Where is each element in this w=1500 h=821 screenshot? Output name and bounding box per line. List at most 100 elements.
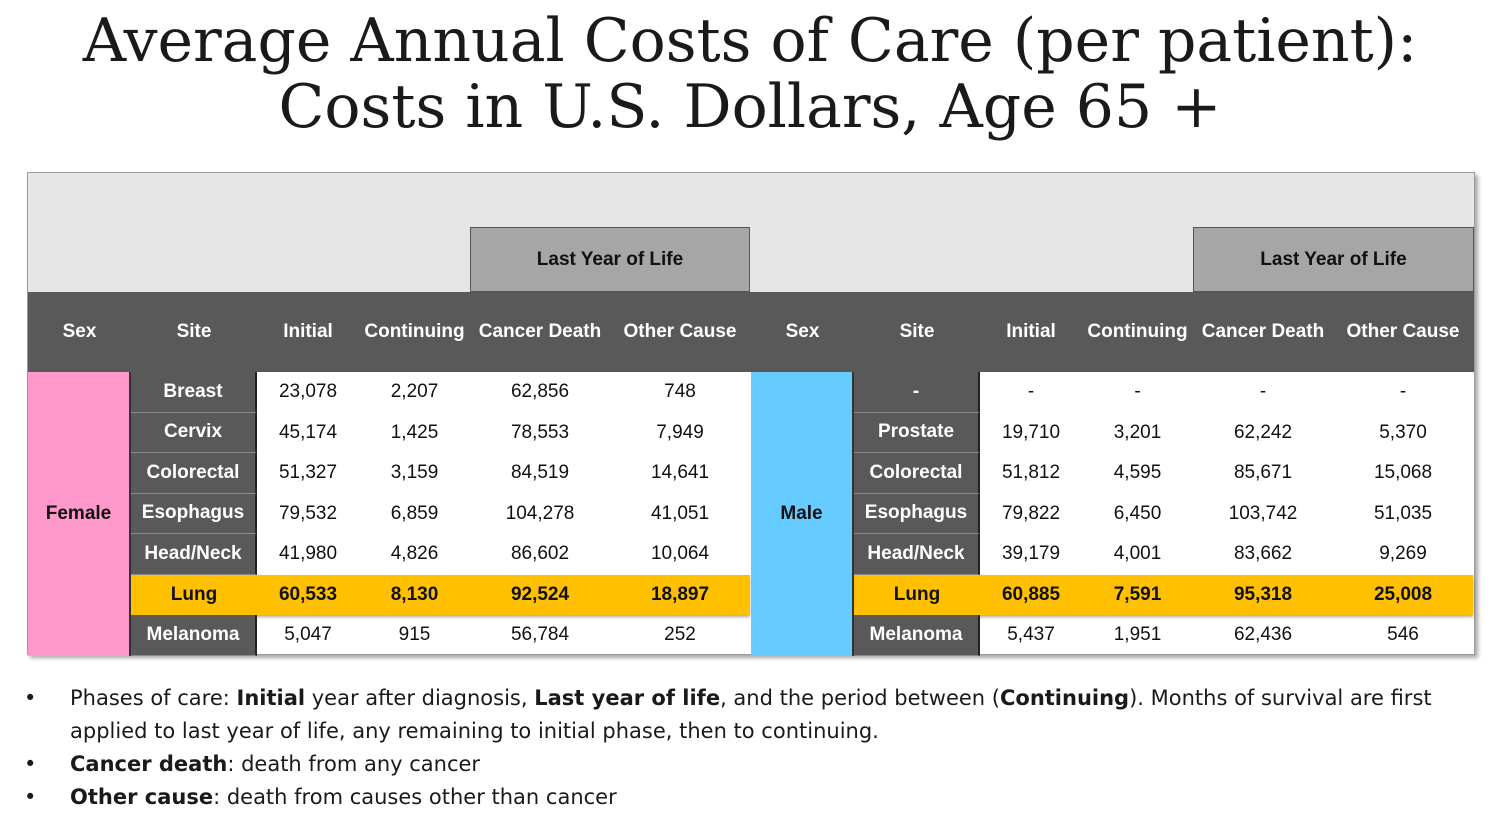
- male-initial-value: 60,885: [1001, 583, 1061, 605]
- female-column-header-continuing: Continuing: [364, 321, 465, 342]
- male-site-cell: Esophagus: [854, 493, 980, 534]
- female-other-cause-value: 14,641: [650, 462, 710, 484]
- female-continuing-value: 3,159: [390, 462, 439, 484]
- female-site-cell: Cervix: [131, 412, 257, 453]
- male-initial-value: 39,179: [1001, 543, 1061, 565]
- column-header-row: Sex Site Initial Continuing Cancer Death Othe…: [28, 292, 1474, 372]
- male-site-cell: Colorectal: [854, 453, 980, 494]
- female-site-cell: Breast: [131, 372, 257, 413]
- female-other-cause-value: 748: [664, 381, 696, 403]
- title-line-2: Costs in U.S. Dollars, Age 65 +: [278, 72, 1222, 142]
- male-cancer-death-value: 62,436: [1233, 624, 1293, 646]
- note-1-initial: Initial: [236, 686, 306, 710]
- male-other-cause-value: 51,035: [1373, 502, 1433, 524]
- male-continuing-value: 3,201: [1113, 421, 1162, 443]
- note-3-term: Other cause: [70, 785, 214, 809]
- note-cancer-death: • Cancer death: death from any cancer: [24, 748, 1474, 781]
- female-other-cause-value: 10,064: [650, 543, 710, 565]
- male-column-header-sex: Sex: [785, 321, 820, 342]
- bullet-3: •: [24, 785, 37, 809]
- male-cancer-death-value: 85,671: [1233, 462, 1293, 484]
- male-cancer-death-value: 95,318: [1233, 583, 1293, 605]
- female-continuing-value: 2,207: [390, 381, 439, 403]
- note-2-definition: : death from any cancer: [227, 752, 481, 776]
- female-site-cell: Head/Neck: [131, 534, 257, 575]
- note-1-text-c: year after diagnosis,: [305, 686, 535, 710]
- female-site-cell: Esophagus: [131, 493, 257, 534]
- male-column-header-initial: Initial: [1006, 321, 1056, 342]
- note-other-cause: • Other cause: death from causes other t…: [24, 781, 1474, 814]
- female-initial-value: 79,532: [278, 502, 338, 524]
- female-continuing-value: 6,859: [390, 502, 439, 524]
- note-1-last-year: Last year of life: [534, 686, 721, 710]
- female-sex-cell: Female: [28, 372, 131, 656]
- female-cancer-death-value: 78,553: [510, 421, 570, 443]
- male-site-cell: -: [854, 372, 980, 413]
- male-site-cell: Head/Neck: [854, 534, 980, 575]
- male-site-cell: Melanoma: [854, 615, 980, 656]
- male-continuing-value: 4,595: [1113, 462, 1162, 484]
- male-cancer-death-value: -: [1259, 381, 1267, 403]
- female-site-cell: Lung: [131, 574, 257, 615]
- female-initial-value: 45,174: [278, 421, 338, 443]
- bullet-2: •: [24, 752, 37, 776]
- note-1-text-a: Phases of care:: [70, 686, 237, 710]
- male-other-cause-value: 546: [1387, 624, 1419, 646]
- female-cancer-death-value: 92,524: [510, 583, 570, 605]
- female-cancer-death-value: 104,278: [505, 502, 575, 524]
- male-site-cell: Lung: [854, 574, 980, 615]
- male-cancer-death-value: 103,742: [1228, 502, 1298, 524]
- female-site-cell: Colorectal: [131, 453, 257, 494]
- male-site-cell: Prostate: [854, 412, 980, 453]
- female-column-header-other-cause: Other Cause: [623, 321, 737, 342]
- male-last-year-of-life-header: Last Year of Life: [1193, 227, 1474, 292]
- male-other-cause-value: 15,068: [1373, 462, 1433, 484]
- female-initial-value: 41,980: [278, 543, 338, 565]
- note-2-term: Cancer death: [70, 752, 228, 776]
- male-continuing-value: 1,951: [1113, 624, 1162, 646]
- cost-table: Last Year of Life Last Year of Life Sex S…: [27, 172, 1475, 656]
- female-initial-value: 23,078: [278, 381, 338, 403]
- female-cancer-death-value: 84,519: [510, 462, 570, 484]
- female-continuing-value: 4,826: [390, 543, 439, 565]
- male-continuing-value: 4,001: [1113, 543, 1162, 565]
- page-title: Average Annual Costs of Care (per patien…: [0, 8, 1500, 140]
- title-line-1: Average Annual Costs of Care (per patien…: [82, 6, 1418, 76]
- male-sex-cell: Male: [751, 372, 854, 656]
- female-column-header-initial: Initial: [283, 321, 333, 342]
- female-site-cell: Melanoma: [131, 615, 257, 656]
- female-other-cause-value: 41,051: [650, 502, 710, 524]
- male-column-header-cancer-death: Cancer Death: [1201, 321, 1325, 342]
- female-last-year-of-life-header: Last Year of Life: [470, 227, 750, 292]
- male-other-cause-value: -: [1399, 381, 1407, 403]
- female-continuing-value: 915: [398, 624, 431, 646]
- male-other-cause-value: 25,008: [1373, 583, 1433, 605]
- male-initial-value: -: [1027, 381, 1035, 403]
- male-initial-value: 19,710: [1001, 421, 1061, 443]
- male-column-header-continuing: Continuing: [1087, 321, 1188, 342]
- female-cancer-death-value: 86,602: [510, 543, 570, 565]
- female-column-header-site: Site: [176, 321, 212, 342]
- male-continuing-value: -: [1134, 381, 1141, 403]
- female-column-header-sex: Sex: [62, 321, 97, 342]
- female-other-cause-value: 18,897: [650, 583, 710, 605]
- female-continuing-value: 1,425: [390, 421, 439, 443]
- male-continuing-value: 7,591: [1113, 583, 1162, 605]
- note-1-text-e: ). Months of survival are first applied …: [70, 686, 1432, 743]
- male-cancer-death-value: 62,242: [1233, 421, 1293, 443]
- male-initial-value: 79,822: [1001, 502, 1061, 524]
- female-initial-value: 51,327: [278, 462, 338, 484]
- female-cancer-death-value: 62,856: [510, 381, 570, 403]
- female-continuing-value: 8,130: [390, 583, 439, 605]
- female-other-cause-value: 252: [664, 624, 696, 646]
- male-other-cause-value: 5,370: [1379, 421, 1427, 443]
- note-1-text-d: , and the period between (: [720, 686, 1000, 710]
- male-column-header-other-cause: Other Cause: [1346, 321, 1460, 342]
- male-continuing-value: 6,450: [1113, 502, 1162, 524]
- male-column-header-site: Site: [899, 321, 935, 342]
- female-cancer-death-value: 56,784: [510, 624, 570, 646]
- male-other-cause-value: 9,269: [1379, 543, 1427, 565]
- notes-list: • Phases of care: Initial year after dia…: [24, 682, 1474, 814]
- bullet-1: •: [24, 686, 37, 710]
